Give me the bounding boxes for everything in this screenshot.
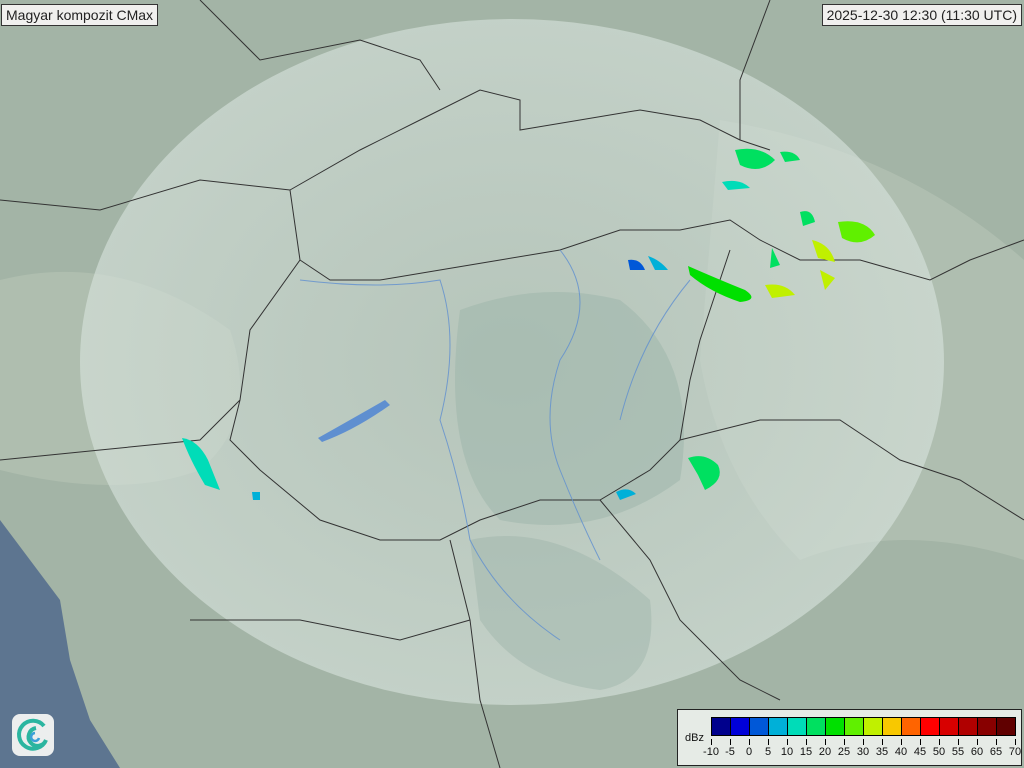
legend-tick-label: 70 xyxy=(1008,746,1022,758)
legend-color-cell xyxy=(712,718,731,735)
legend-tick-mark xyxy=(825,739,826,745)
dbz-legend: dBz -10 -5 0 5 10 15 20 25 30 35 40 45 50 55 60 65 70 xyxy=(677,709,1022,766)
legend-tick-mark xyxy=(749,739,750,745)
legend-tick-mark xyxy=(787,739,788,745)
legend-tick-mark xyxy=(844,739,845,745)
legend-tick-label: 20 xyxy=(818,746,832,758)
legend-color-cell xyxy=(750,718,769,735)
legend-color-cell xyxy=(902,718,921,735)
legend-tick-mark xyxy=(768,739,769,745)
legend-tick-mark xyxy=(863,739,864,745)
legend-color-cell xyxy=(788,718,807,735)
adriatic-sea xyxy=(0,520,120,768)
legend-color-cell xyxy=(997,718,1015,735)
legend-color-cell xyxy=(940,718,959,735)
legend-color-cell xyxy=(731,718,750,735)
legend-tick-label: 35 xyxy=(875,746,889,758)
legend-tick-mark xyxy=(939,739,940,745)
legend-tick-mark xyxy=(901,739,902,745)
swirl-logo-icon xyxy=(12,714,54,756)
legend-tick-mark xyxy=(920,739,921,745)
legend-tick-mark xyxy=(977,739,978,745)
product-title: Magyar kompozit CMax xyxy=(1,4,159,26)
great-plain xyxy=(455,292,684,525)
legend-tick-label: 55 xyxy=(951,746,965,758)
legend-tick-label: 60 xyxy=(970,746,984,758)
legend-tick-mark xyxy=(806,739,807,745)
legend-color-cell xyxy=(807,718,826,735)
legend-tick-mark xyxy=(882,739,883,745)
legend-tick-label: -5 xyxy=(725,746,735,758)
legend-tick-label: 10 xyxy=(780,746,794,758)
legend-color-cell xyxy=(845,718,864,735)
vojvodina-plain xyxy=(470,536,652,690)
legend-unit: dBz xyxy=(685,732,704,744)
legend-tick-mark xyxy=(996,739,997,745)
timestamp: 2025-12-30 12:30 (11:30 UTC) xyxy=(821,4,1022,26)
legend-tick-label: 25 xyxy=(837,746,851,758)
legend-color-cell xyxy=(769,718,788,735)
legend-tick-label: 65 xyxy=(989,746,1003,758)
radar-echoes xyxy=(182,148,875,500)
legend-tick-mark xyxy=(730,739,731,745)
legend-color-cell xyxy=(959,718,978,735)
legend-tick-mark xyxy=(958,739,959,745)
legend-tick-label: -10 xyxy=(703,746,719,758)
rivers xyxy=(299,249,691,641)
legend-tick-label: 15 xyxy=(799,746,813,758)
legend-tick-label: 50 xyxy=(932,746,946,758)
legend-tick-mark xyxy=(1015,739,1016,745)
legend-tick-label: 5 xyxy=(764,746,772,758)
legend-color-cell xyxy=(921,718,940,735)
legend-color-bar xyxy=(711,717,1016,736)
legend-color-cell xyxy=(864,718,883,735)
legend-color-cell xyxy=(883,718,902,735)
legend-color-cell xyxy=(826,718,845,735)
legend-ticks: -10 -5 0 5 10 15 20 25 30 35 40 45 50 55 60 65 70 xyxy=(703,739,1021,762)
lake-balaton xyxy=(318,400,390,442)
legend-tick-mark xyxy=(711,739,712,745)
legend-tick-label: 30 xyxy=(856,746,870,758)
legend-tick-label: 45 xyxy=(913,746,927,758)
legend-tick-label: 40 xyxy=(894,746,908,758)
legend-tick-label: 0 xyxy=(745,746,753,758)
legend-color-cell xyxy=(978,718,997,735)
